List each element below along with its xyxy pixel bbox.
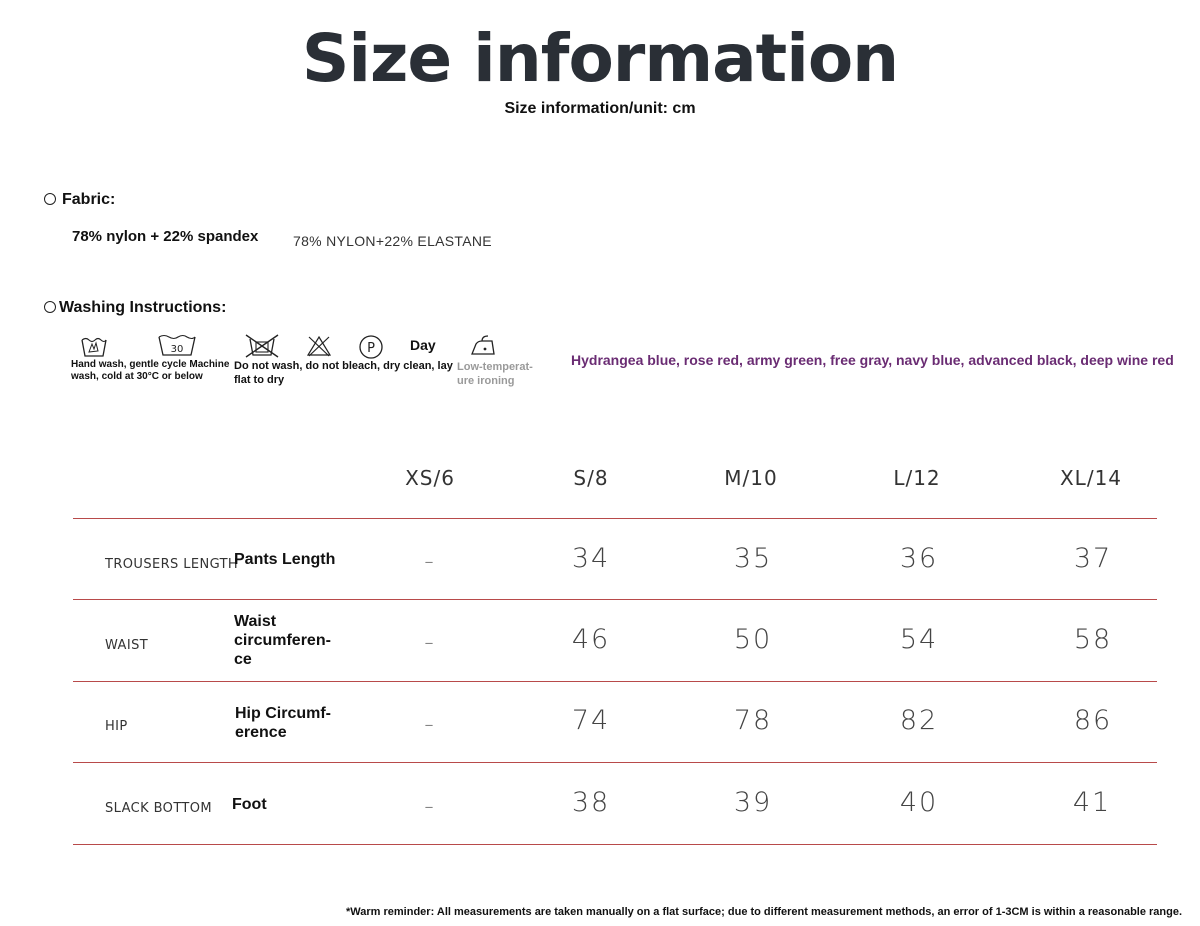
row-label-en: SLACK BOTTOM [105,801,213,816]
table-cell: 82 [899,705,939,736]
table-cell: – [424,796,436,817]
handwash-icon [81,337,107,357]
table-divider [73,762,1157,763]
no-bleach-icon [306,335,332,357]
row-label-en: TROUSERS LENGTH [105,557,239,572]
dry-word: Day [410,337,436,353]
table-cell: 74 [571,705,611,736]
table-cell: 39 [733,787,773,818]
fabric-composition: 78% nylon + 22% spandex [72,228,259,245]
table-cell: 38 [571,787,611,818]
wash-30-number: 30 [171,344,184,355]
table-cell: 35 [733,543,773,574]
table-cell: 78 [733,705,773,736]
care1-text: Hand wash, gentle cycle Machine wash, co… [71,359,230,382]
table-cell: – [424,632,436,653]
wash-30-icon: 30 [158,334,196,356]
row-label-cn: Waist circumferen-ce [234,613,331,668]
no-wash-icon [245,334,279,358]
size-header-l: L/12 [893,466,941,490]
fabric-heading: Fabric: [62,191,116,208]
care2-text: Do not wash, do not bleach, dry clean, l… [234,360,453,386]
size-header-m: M/10 [724,466,778,490]
washing-radio-icon [44,301,56,313]
page-title: Size information [301,20,899,97]
fabric-radio-icon [44,193,56,205]
size-header-s: S/8 [573,466,609,490]
table-cell: 50 [733,624,773,655]
table-cell: 46 [571,624,611,655]
table-cell: 86 [1073,705,1113,736]
page-subtitle: Size information/unit: cm [504,100,696,117]
row-label-cn: Pants Length [234,551,336,568]
table-divider [73,518,1157,519]
iron-text: Low-temperat-ure ironing [457,361,533,387]
table-divider [73,844,1157,845]
footnote: *Warm reminder: All measurements are tak… [346,906,1183,918]
size-header-xs: XS/6 [405,466,455,490]
table-cell: 34 [571,543,611,574]
table-cell: 54 [899,624,939,655]
svg-text:P: P [367,341,375,356]
table-cell: 58 [1073,624,1113,655]
dry-clean-p-icon: P [359,335,383,359]
row-label-en: HIP [105,719,128,734]
table-cell: – [424,551,436,572]
table-divider [73,599,1157,600]
row-label-cn: Hip Circumf-erence [235,705,331,741]
row-label-cn: Foot [232,796,267,813]
table-cell: 37 [1073,543,1113,574]
iron-low-icon [471,335,495,355]
table-divider [73,681,1157,682]
table-cell: 36 [899,543,939,574]
size-header-xl: XL/14 [1059,466,1123,490]
washing-heading: Washing Instructions: [59,299,227,316]
color-options: Hydrangea blue, rose red, army green, fr… [571,352,1174,368]
table-cell: 40 [899,787,939,818]
row-label-en: WAIST [105,638,149,653]
table-cell: – [424,714,436,735]
fabric-composition-label: 78% NYLON+22% ELASTANE [293,233,492,249]
table-cell: 41 [1072,787,1112,818]
